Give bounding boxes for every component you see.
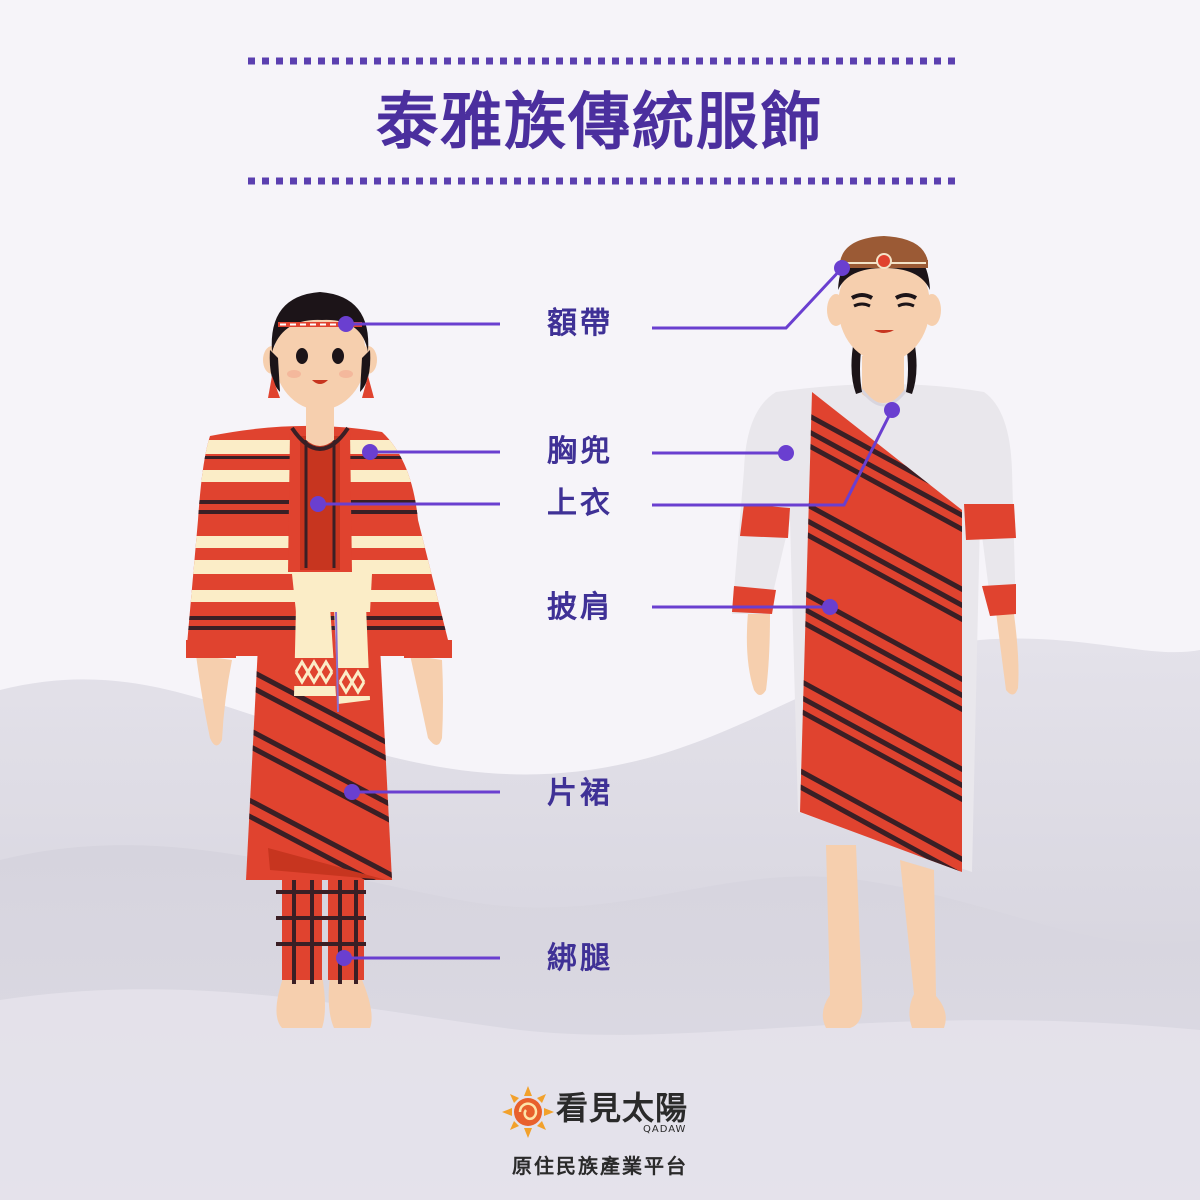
label-chest-apron: 胸兜	[547, 434, 613, 469]
brand-tagline: 原住民族產業平台	[512, 1154, 688, 1178]
brand-name: 看見太陽	[556, 1089, 689, 1127]
label-top: 上衣	[547, 486, 613, 521]
label-headband: 額帶	[547, 306, 613, 341]
label-shawl: 披肩	[547, 590, 613, 625]
label-leg-wrap: 綁腿	[547, 941, 613, 976]
leader-lines	[318, 266, 894, 960]
leader-dots	[310, 260, 900, 966]
label-skirt: 片裙	[547, 776, 613, 811]
page-title: 泰雅族傳統服飾	[375, 85, 824, 158]
brand-sub: QADAW	[643, 1124, 687, 1135]
woman-headband	[278, 322, 362, 327]
man-headband	[840, 236, 928, 269]
leg-wrap-pattern	[276, 864, 366, 984]
woman-figure	[186, 292, 452, 1028]
sun-logo-icon	[502, 1086, 554, 1138]
